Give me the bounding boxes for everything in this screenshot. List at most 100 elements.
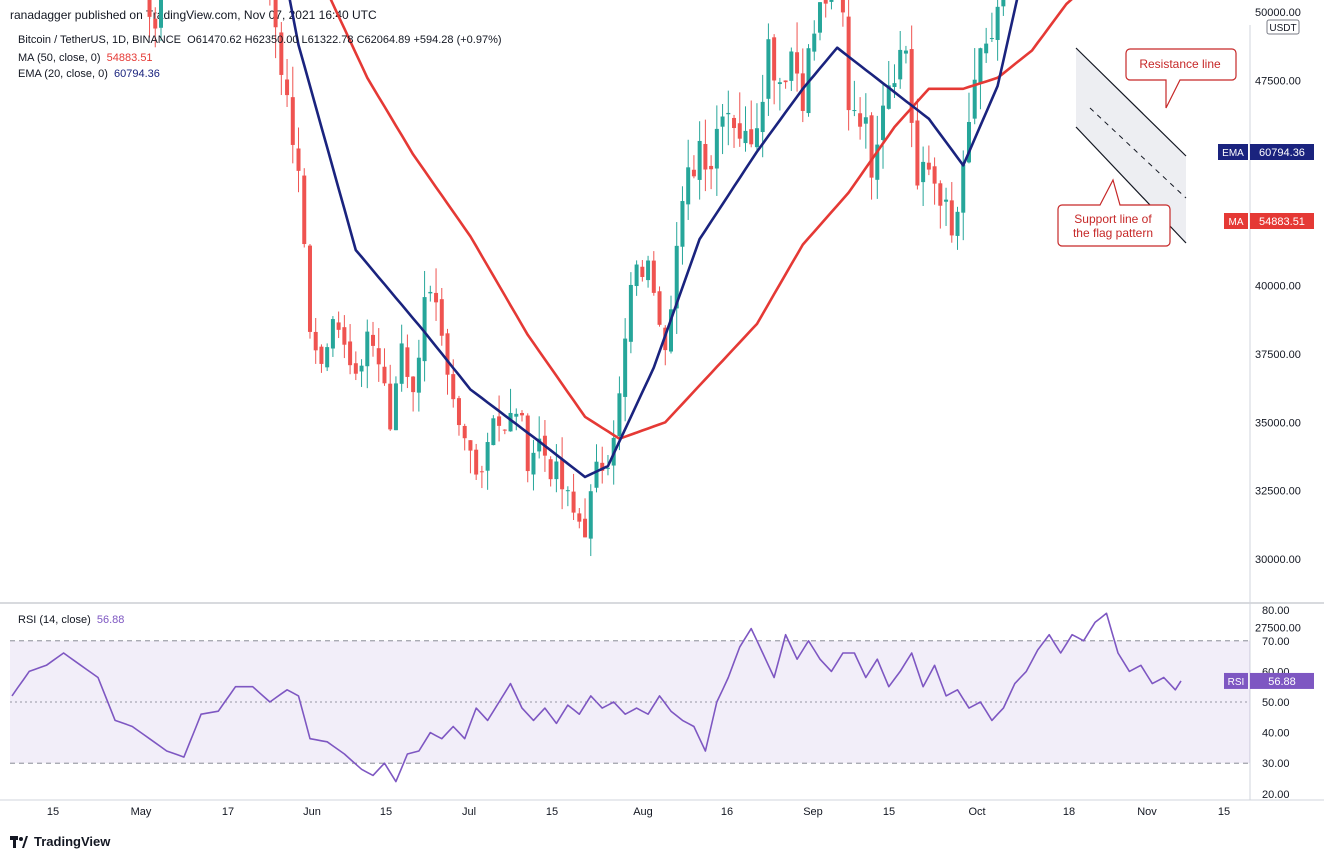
- candle-body: [966, 121, 971, 163]
- candle-body: [846, 16, 851, 111]
- rsi-y-tick-label: 70.00: [1262, 636, 1290, 648]
- ma-label: MA (50, close, 0): [18, 52, 101, 64]
- candle-body: [594, 461, 599, 488]
- y-tick-label: 50000.00: [1255, 7, 1301, 19]
- candle-body: [709, 165, 714, 170]
- candle-body: [903, 50, 908, 54]
- candle-body: [737, 123, 742, 139]
- candle-body: [817, 2, 822, 33]
- x-tick-label: 15: [546, 806, 558, 818]
- candle-body: [565, 490, 570, 492]
- candle-body: [989, 38, 994, 40]
- ema-value-tag: 60794.36: [1259, 147, 1305, 159]
- candle-body: [995, 6, 1000, 40]
- symbol-line: Bitcoin / TetherUS, 1D, BINANCE: [18, 34, 182, 46]
- support-callout-box: [1057, 178, 1171, 247]
- candle-body: [812, 33, 817, 52]
- rsi-y-tick-label: 20.00: [1262, 789, 1290, 801]
- x-tick-label: May: [131, 806, 152, 818]
- candle-body: [772, 37, 777, 81]
- candle-body: [657, 291, 662, 325]
- candle-body: [462, 425, 467, 439]
- x-tick-label: Jun: [303, 806, 321, 818]
- flag-upper-line: [1075, 47, 1187, 157]
- candle-body: [840, 0, 845, 13]
- candle-body: [434, 292, 439, 303]
- candle-body: [491, 418, 496, 446]
- candle-body: [365, 331, 370, 367]
- tradingview-brand: TradingView: [34, 834, 111, 849]
- candle-body: [147, 0, 152, 17]
- flag-mid-line: [1089, 107, 1187, 199]
- ohlc-values: O61470.62 H62350.00 L61322.78 C62064.89 …: [187, 34, 502, 46]
- legend-rsi: RSI (14, close) 56.88: [18, 614, 124, 626]
- y-tick-label: 27500.00: [1255, 622, 1301, 634]
- candle-body: [754, 128, 759, 148]
- candle-body: [869, 115, 874, 178]
- candle-body: [646, 260, 651, 281]
- tradingview-footer[interactable]: TradingView: [10, 834, 110, 849]
- candle-body: [479, 471, 484, 473]
- rsi-y-tick-label: 50.00: [1262, 697, 1290, 709]
- candle-body: [863, 117, 868, 124]
- x-tick-label: Aug: [633, 806, 653, 818]
- candle-body: [634, 264, 639, 287]
- y-tick-label: 30000.00: [1255, 554, 1301, 566]
- candle-body: [273, 0, 278, 28]
- rsi-line: [11, 612, 1182, 783]
- candle-body: [525, 415, 530, 472]
- x-tick-label: Nov: [1137, 806, 1157, 818]
- x-tick-label: 17: [222, 806, 234, 818]
- candle-body: [668, 309, 673, 352]
- x-tick-label: Sep: [803, 806, 823, 818]
- candle-body: [411, 376, 416, 393]
- rsi-value: 56.88: [96, 614, 125, 626]
- candle-body: [938, 183, 943, 206]
- candle-body: [852, 110, 857, 112]
- candle-body: [514, 413, 519, 417]
- ma-name-tag: MA: [1229, 217, 1244, 228]
- x-tick-label: 15: [47, 806, 59, 818]
- candle-body: [944, 199, 949, 202]
- resistance-callout-box: [1125, 48, 1237, 109]
- candle-body: [720, 116, 725, 127]
- candle-body: [399, 343, 404, 384]
- candle-body: [502, 429, 507, 431]
- candle-body: [732, 117, 737, 129]
- rsi-y-tick-label: 80.00: [1262, 605, 1290, 617]
- resistance-callout-text: Resistance line: [1139, 57, 1221, 71]
- candle-body: [823, 0, 828, 4]
- rsi-name-tag: RSI: [1228, 677, 1245, 688]
- currency-badge: [1266, 19, 1300, 35]
- candle-body: [405, 347, 410, 377]
- candle-body: [560, 459, 565, 490]
- candle-body: [290, 97, 295, 145]
- tradingview-logo-icon: [10, 835, 28, 848]
- candle-body: [674, 245, 679, 309]
- candle-body: [726, 112, 731, 115]
- candle-body: [651, 260, 656, 293]
- candle-body: [795, 52, 800, 74]
- candle-body: [485, 442, 490, 471]
- ma-value-tag-bg: [1250, 213, 1314, 229]
- candle-body: [697, 140, 702, 180]
- candle-body: [330, 319, 335, 349]
- x-tick-label: Jul: [462, 806, 476, 818]
- candle-body: [296, 148, 301, 171]
- candle-body: [279, 32, 284, 75]
- y-tick-label: 40000.00: [1255, 281, 1301, 293]
- x-tick-label: 18: [1063, 806, 1075, 818]
- candle-body: [497, 416, 502, 426]
- candle-body: [892, 83, 897, 87]
- candle-body: [388, 383, 393, 430]
- candle-body: [800, 73, 805, 111]
- candle-body: [307, 245, 312, 332]
- candle-body: [955, 211, 960, 236]
- candle-body: [376, 348, 381, 365]
- x-tick-label: 15: [883, 806, 895, 818]
- candle-body: [749, 129, 754, 145]
- x-tick-label: Oct: [968, 806, 985, 818]
- candle-body: [577, 513, 582, 522]
- candle-body: [605, 467, 610, 469]
